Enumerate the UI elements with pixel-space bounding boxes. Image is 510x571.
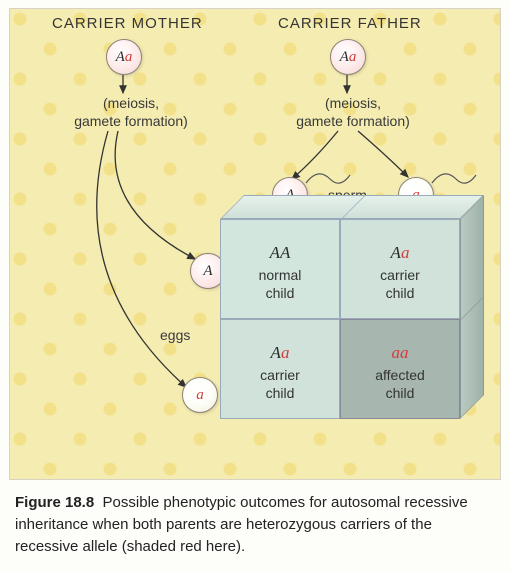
father-genotype-cell: Aa bbox=[330, 39, 366, 75]
mother-meiosis-label: (meiosis, gamete formation) bbox=[66, 95, 196, 130]
mother-genotype-cell: Aa bbox=[106, 39, 142, 75]
egg-a-cell: a bbox=[182, 377, 218, 413]
mother-title: CARRIER MOTHER bbox=[52, 15, 203, 32]
figure-number: Figure 18.8 bbox=[15, 494, 94, 511]
punnett-cell-Aa1-desc: carrier child bbox=[380, 267, 420, 301]
punnett-cube: AA normal child Aa carrier child Aa carr… bbox=[220, 219, 480, 449]
father-title: CARRIER FATHER bbox=[278, 15, 422, 32]
egg-A-allele: A bbox=[203, 263, 212, 279]
cube-top-face bbox=[220, 195, 484, 219]
punnett-cell-aa-desc: affected child bbox=[375, 367, 425, 401]
sperm-A-tail-icon bbox=[304, 165, 350, 187]
sperm-a-tail-icon bbox=[430, 165, 476, 187]
inheritance-diagram: CARRIER MOTHER CARRIER FATHER Aa Aa (mei… bbox=[9, 8, 501, 480]
punnett-cell-Aa2-desc: carrier child bbox=[260, 367, 300, 401]
punnett-cell-aa: aa affected child bbox=[340, 319, 460, 419]
punnett-cell-Aa-2: Aa carrier child bbox=[220, 319, 340, 419]
punnett-cell-AA-desc: normal child bbox=[259, 267, 302, 301]
figure-caption: Figure 18.8 Possible phenotypic outcomes… bbox=[15, 492, 495, 557]
mother-allele-a: a bbox=[125, 49, 133, 65]
father-allele-A: A bbox=[340, 49, 349, 65]
eggs-label: eggs bbox=[160, 327, 190, 343]
father-meiosis-label: (meiosis, gamete formation) bbox=[288, 95, 418, 130]
father-allele-a: a bbox=[349, 49, 357, 65]
mother-allele-A: A bbox=[116, 49, 125, 65]
punnett-cell-AA: AA normal child bbox=[220, 219, 340, 319]
egg-a-allele: a bbox=[196, 387, 204, 403]
punnett-cell-Aa-1: Aa carrier child bbox=[340, 219, 460, 319]
cube-side-face bbox=[460, 195, 484, 419]
